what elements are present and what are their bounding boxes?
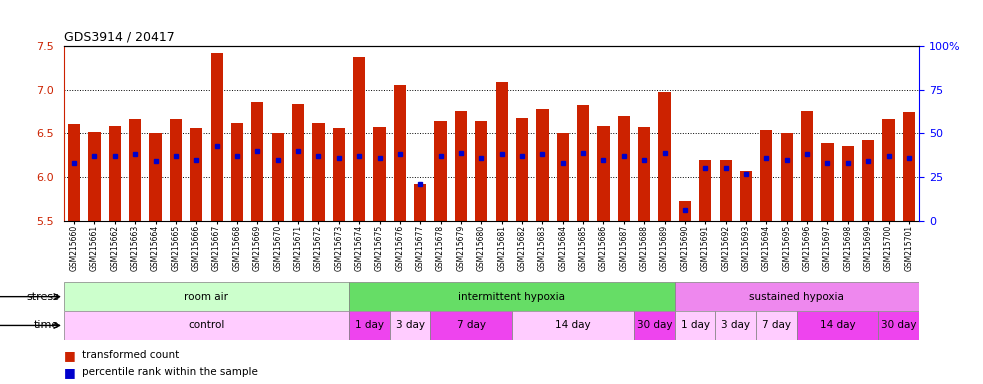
Bar bbox=[674, 282, 919, 311]
Text: 30 day: 30 day bbox=[637, 320, 672, 331]
Bar bbox=[64, 311, 349, 340]
Bar bbox=[638, 127, 651, 221]
Text: intermittent hypoxia: intermittent hypoxia bbox=[458, 291, 565, 302]
Text: ■: ■ bbox=[64, 366, 80, 379]
Bar bbox=[516, 118, 528, 221]
Text: percentile rank within the sample: percentile rank within the sample bbox=[82, 367, 258, 377]
Text: GDS3914 / 20417: GDS3914 / 20417 bbox=[64, 30, 175, 43]
Bar bbox=[313, 123, 324, 221]
Bar bbox=[64, 282, 349, 311]
Bar bbox=[883, 119, 895, 221]
Bar bbox=[699, 160, 712, 221]
Bar bbox=[475, 121, 488, 221]
Bar bbox=[720, 160, 731, 221]
Bar bbox=[634, 311, 674, 340]
Bar bbox=[512, 311, 634, 340]
Bar bbox=[781, 132, 793, 221]
Text: 3 day: 3 day bbox=[722, 320, 750, 331]
Bar bbox=[349, 311, 389, 340]
Bar bbox=[455, 111, 467, 221]
Bar bbox=[231, 123, 243, 221]
Bar bbox=[190, 128, 202, 221]
Text: 30 day: 30 day bbox=[881, 320, 916, 331]
Bar bbox=[841, 146, 854, 221]
Bar bbox=[394, 84, 406, 221]
Bar bbox=[170, 119, 182, 221]
Bar bbox=[797, 311, 879, 340]
Bar bbox=[332, 128, 345, 221]
Text: 14 day: 14 day bbox=[555, 320, 591, 331]
Text: ■: ■ bbox=[64, 349, 80, 362]
Bar bbox=[210, 53, 223, 221]
Bar bbox=[756, 311, 797, 340]
Bar bbox=[902, 112, 915, 221]
Bar bbox=[740, 171, 752, 221]
Bar bbox=[389, 311, 431, 340]
Bar bbox=[537, 109, 549, 221]
Bar bbox=[760, 130, 773, 221]
Bar bbox=[68, 124, 81, 221]
Bar bbox=[109, 126, 121, 221]
Bar bbox=[659, 93, 670, 221]
Text: 7 day: 7 day bbox=[762, 320, 791, 331]
Bar bbox=[822, 143, 834, 221]
Text: 1 day: 1 day bbox=[355, 320, 383, 331]
Text: 14 day: 14 day bbox=[820, 320, 855, 331]
Text: 7 day: 7 day bbox=[457, 320, 486, 331]
Bar bbox=[414, 184, 427, 221]
Bar bbox=[374, 127, 385, 221]
Bar bbox=[617, 116, 630, 221]
Bar bbox=[577, 104, 589, 221]
Text: transformed count: transformed count bbox=[82, 350, 179, 360]
Text: room air: room air bbox=[185, 291, 228, 302]
Bar bbox=[252, 102, 263, 221]
Bar bbox=[879, 311, 919, 340]
Bar bbox=[149, 132, 161, 221]
Bar bbox=[434, 121, 446, 221]
Bar bbox=[801, 111, 813, 221]
Bar bbox=[598, 126, 609, 221]
Bar bbox=[674, 311, 716, 340]
Bar bbox=[292, 104, 304, 221]
Text: stress: stress bbox=[27, 291, 59, 302]
Bar bbox=[679, 201, 691, 221]
Bar bbox=[716, 311, 756, 340]
Text: 1 day: 1 day bbox=[680, 320, 710, 331]
Text: 3 day: 3 day bbox=[395, 320, 425, 331]
Text: control: control bbox=[188, 320, 225, 331]
Text: time: time bbox=[33, 320, 59, 331]
Bar bbox=[129, 119, 142, 221]
Bar bbox=[431, 311, 512, 340]
Bar bbox=[88, 132, 100, 221]
Bar bbox=[349, 282, 674, 311]
Bar bbox=[556, 132, 569, 221]
Bar bbox=[271, 133, 284, 221]
Bar bbox=[495, 82, 508, 221]
Bar bbox=[353, 58, 366, 221]
Bar bbox=[862, 139, 874, 221]
Text: sustained hypoxia: sustained hypoxia bbox=[749, 291, 844, 302]
